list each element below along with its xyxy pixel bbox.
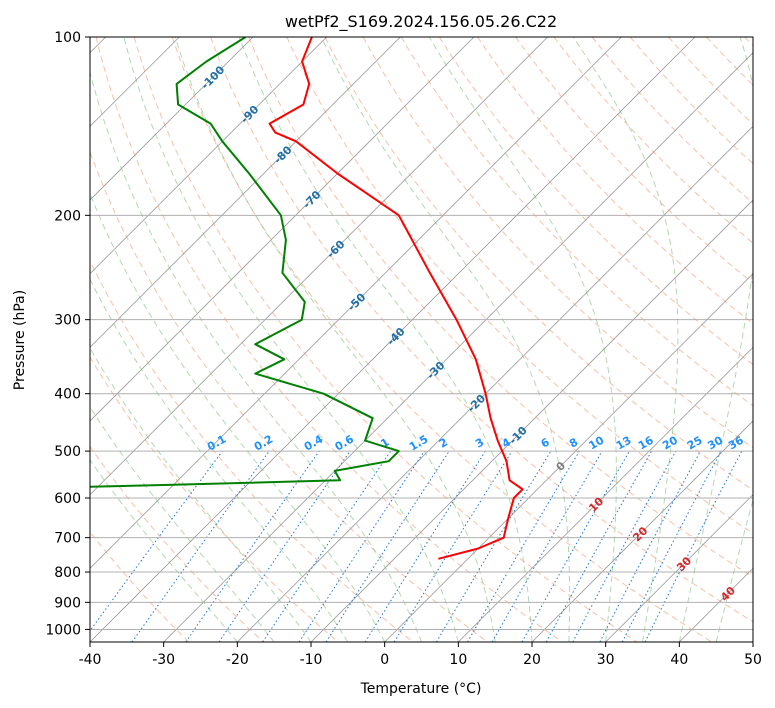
- x-tick-label: 20: [523, 652, 541, 668]
- temperature-profile-line: [268, 37, 524, 560]
- x-tick-label: 40: [670, 652, 688, 668]
- mixing-ratio-line: [218, 450, 351, 642]
- mixing-ratio-line: [298, 450, 425, 642]
- dry-adiabat: [90, 150, 488, 642]
- x-tick-label: -30: [152, 652, 175, 668]
- moist-adiabat: [90, 278, 349, 642]
- plot-frame: [89, 36, 754, 643]
- moist-adiabat: [715, 497, 753, 642]
- x-tick-label: 30: [597, 652, 615, 668]
- moist-adiabat: [238, 37, 533, 642]
- mixing-ratio-line: [572, 450, 677, 642]
- isotherm-line: [90, 37, 254, 201]
- x-tick-label: 10: [449, 652, 467, 668]
- dry-adiabat: [90, 356, 339, 642]
- isotherm-line: [90, 37, 696, 642]
- dry-adiabat: [90, 445, 264, 642]
- isotherm-line: [531, 420, 753, 642]
- mixing-ratio-line: [90, 450, 223, 632]
- moist-adiabat: [90, 192, 386, 642]
- isotherm-line: [605, 494, 753, 642]
- dewpoint-profile-line: [90, 37, 400, 488]
- moist-adiabat: [572, 37, 679, 642]
- x-tick-label: -20: [226, 652, 249, 668]
- plot-background: [90, 37, 753, 642]
- dry-adiabat: [210, 37, 753, 623]
- mixing-ratio-line: [185, 450, 320, 642]
- moist-adiabat: [174, 37, 496, 642]
- moist-adiabat: [123, 37, 459, 642]
- x-tick-label: -10: [300, 652, 323, 668]
- mixing-ratio-line: [262, 450, 392, 642]
- isotherm-line: [90, 37, 622, 569]
- isotherm-line: [384, 273, 753, 642]
- y-tick-label: 200: [54, 208, 81, 224]
- dry-adiabat: [171, 37, 712, 642]
- x-tick-label: -40: [79, 652, 102, 668]
- x-axis-title: Temperature (°C): [360, 681, 482, 697]
- y-tick-label: 800: [54, 565, 81, 581]
- axes: -40 -30 -20 -10 0 10 20 30 40 50 100 200 300 400 500 60…: [45, 30, 762, 668]
- profile-lines: [90, 37, 524, 560]
- y-tick-label: 900: [54, 595, 81, 611]
- isotherm-line: [237, 125, 753, 642]
- isotherm-line: [752, 641, 753, 642]
- isotherm-line: [458, 346, 753, 642]
- dry-adiabat: [477, 37, 753, 325]
- y-tick-label: 400: [54, 387, 81, 403]
- dry-adiabat: [438, 37, 753, 366]
- chart-title: wetPf2_S169.2024.156.05.26.C22: [285, 12, 557, 32]
- mixing-ratio-line: [545, 450, 653, 642]
- mixing-ratio-line: [131, 450, 270, 642]
- y-tick-label: 100: [54, 30, 81, 46]
- dry-adiabat: [133, 37, 638, 642]
- y-tick-label: 600: [54, 491, 81, 507]
- moist-adiabat: [90, 70, 422, 642]
- dry-adiabat: [324, 37, 753, 491]
- mixing-ratio-line: [325, 450, 450, 642]
- y-tick-label: 1000: [45, 622, 81, 638]
- y-axis-title: Pressure (hPa): [12, 290, 28, 390]
- isotherm-line: [310, 199, 753, 642]
- dry-adiabat: [248, 37, 753, 578]
- isotherm-line: [90, 37, 548, 496]
- background-lines: [90, 37, 753, 642]
- y-tick-label: 500: [54, 444, 81, 460]
- y-tick-label: 700: [54, 531, 81, 547]
- mixing-ratio-line: [521, 450, 630, 642]
- x-tick-label: 50: [744, 652, 762, 668]
- mixing-ratio-line: [393, 450, 513, 642]
- moist-adiabat: [90, 406, 275, 642]
- isotherm-line: [90, 37, 475, 422]
- moist-adiabat: [320, 37, 571, 642]
- moist-adiabat: [678, 37, 753, 642]
- isotherm-line: [90, 37, 401, 348]
- isotherm-line: [90, 37, 327, 275]
- x-tick-label: 0: [380, 652, 389, 668]
- dry-adiabat: [95, 37, 563, 642]
- mixing-ratio-line: [644, 450, 743, 642]
- moist-adiabat: [428, 37, 617, 642]
- y-tick-label: 300: [54, 313, 81, 329]
